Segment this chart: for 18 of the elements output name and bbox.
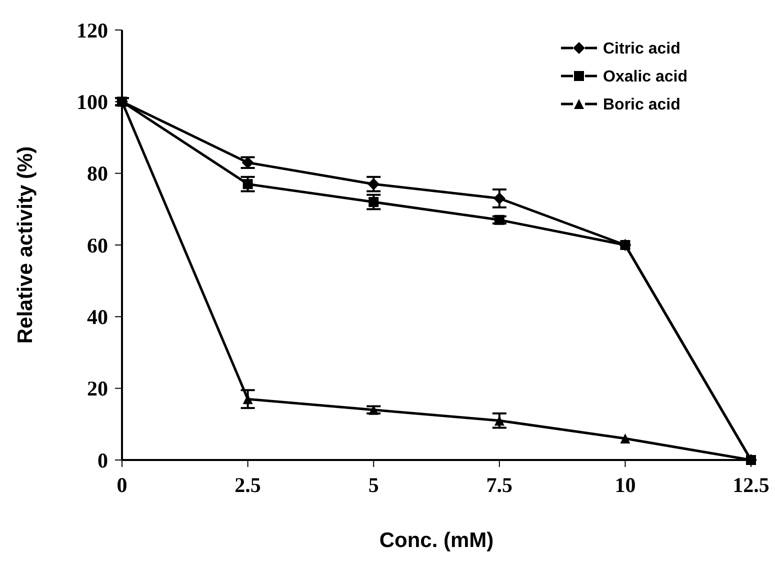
y-axis-title: Relative activity (%) — [14, 146, 37, 344]
y-tick-label: 60 — [87, 233, 108, 258]
x-tick-label: 7.5 — [486, 473, 513, 497]
legend-label: Citric acid — [603, 40, 680, 58]
x-axis-title: Conc. (mM) — [379, 529, 494, 552]
y-tick-label: 100 — [76, 90, 108, 114]
x-tick-label: 0 — [116, 473, 128, 497]
y-tick-label: 80 — [87, 162, 108, 186]
x-tick-label: 5 — [368, 473, 379, 497]
x-tick-label: 12.5 — [732, 473, 770, 497]
y-tick-label: 20 — [87, 376, 108, 401]
y-tick-label: 0 — [98, 448, 108, 472]
x-tick-label: 10 — [614, 473, 636, 497]
legend-label: Boric acid — [603, 96, 680, 114]
x-tick-label: 2.5 — [234, 473, 261, 497]
legend-label: Oxalic acid — [603, 68, 688, 86]
y-tick-label: 40 — [87, 305, 108, 330]
y-tick-label: 120 — [76, 18, 108, 42]
